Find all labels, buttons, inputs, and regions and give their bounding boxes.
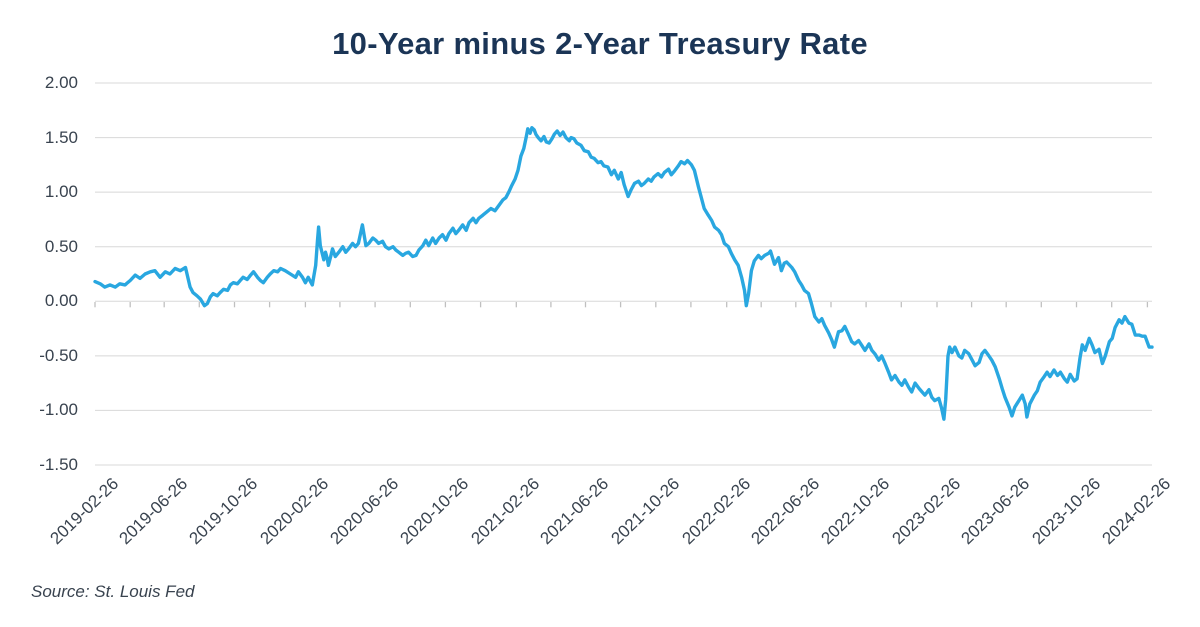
y-axis-label: -1.00: [39, 400, 78, 419]
y-axis-label: 0.00: [44, 291, 78, 310]
y-axis-label: -0.50: [39, 346, 78, 365]
series-line: [93, 126, 1154, 421]
y-axis-label: 1.50: [44, 128, 78, 147]
y-axis-label: 0.50: [44, 237, 78, 256]
chart-title: 10-Year minus 2-Year Treasury Rate: [332, 26, 868, 61]
source-note: Source: St. Louis Fed: [31, 582, 195, 601]
y-axis-label: -1.50: [39, 455, 78, 474]
y-axis-label: 2.00: [44, 73, 78, 92]
y-axis-label: 1.00: [44, 182, 78, 201]
